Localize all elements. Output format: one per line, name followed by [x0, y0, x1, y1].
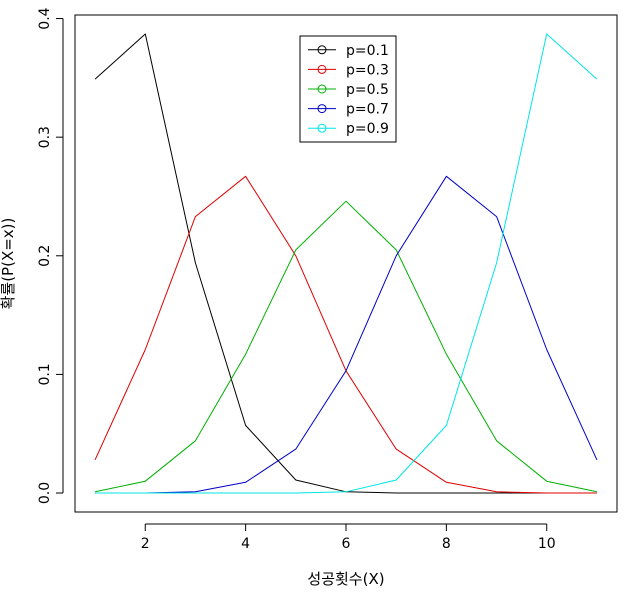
- legend-marker: [317, 104, 327, 114]
- legend-label: p=0.3: [346, 62, 389, 78]
- x-tick-label: 6: [342, 536, 351, 552]
- x-tick-label: 4: [241, 536, 250, 552]
- legend-label: p=0.5: [346, 82, 389, 98]
- series-line-5: [95, 33, 598, 494]
- y-tick-label: 0.4: [37, 7, 53, 29]
- legend-marker: [317, 84, 327, 94]
- series-line-3: [94, 200, 598, 493]
- x-tick-label: 10: [538, 536, 556, 552]
- x-tick-label: 2: [141, 536, 150, 552]
- plot-frame: [74, 14, 618, 513]
- legend-label: p=0.9: [346, 121, 389, 137]
- legend-marker: [317, 64, 327, 74]
- legend-marker: [317, 45, 327, 55]
- y-axis-label: 확률(P(X=x)): [0, 218, 17, 310]
- y-axis: 0.0 0.1 0.2 0.3 0.4: [37, 7, 64, 504]
- x-axis: 2 4 6 8 10: [141, 523, 556, 552]
- y-tick-label: 0.3: [37, 126, 53, 148]
- series-line-4: [95, 175, 598, 494]
- series-layer: [94, 33, 598, 494]
- x-tick-label: 8: [442, 536, 451, 552]
- y-tick-label: 0.1: [37, 363, 53, 385]
- y-tick-label: 0.0: [37, 482, 53, 504]
- x-axis-label: 성공횟수(X): [307, 570, 384, 588]
- legend: p=0.1 p=0.3 p=0.5 p=0.7 p=0.9: [299, 35, 397, 143]
- legend-label: p=0.1: [346, 43, 389, 59]
- legend-marker: [317, 123, 327, 133]
- legend-label: p=0.7: [346, 102, 389, 118]
- y-tick-label: 0.2: [37, 245, 53, 267]
